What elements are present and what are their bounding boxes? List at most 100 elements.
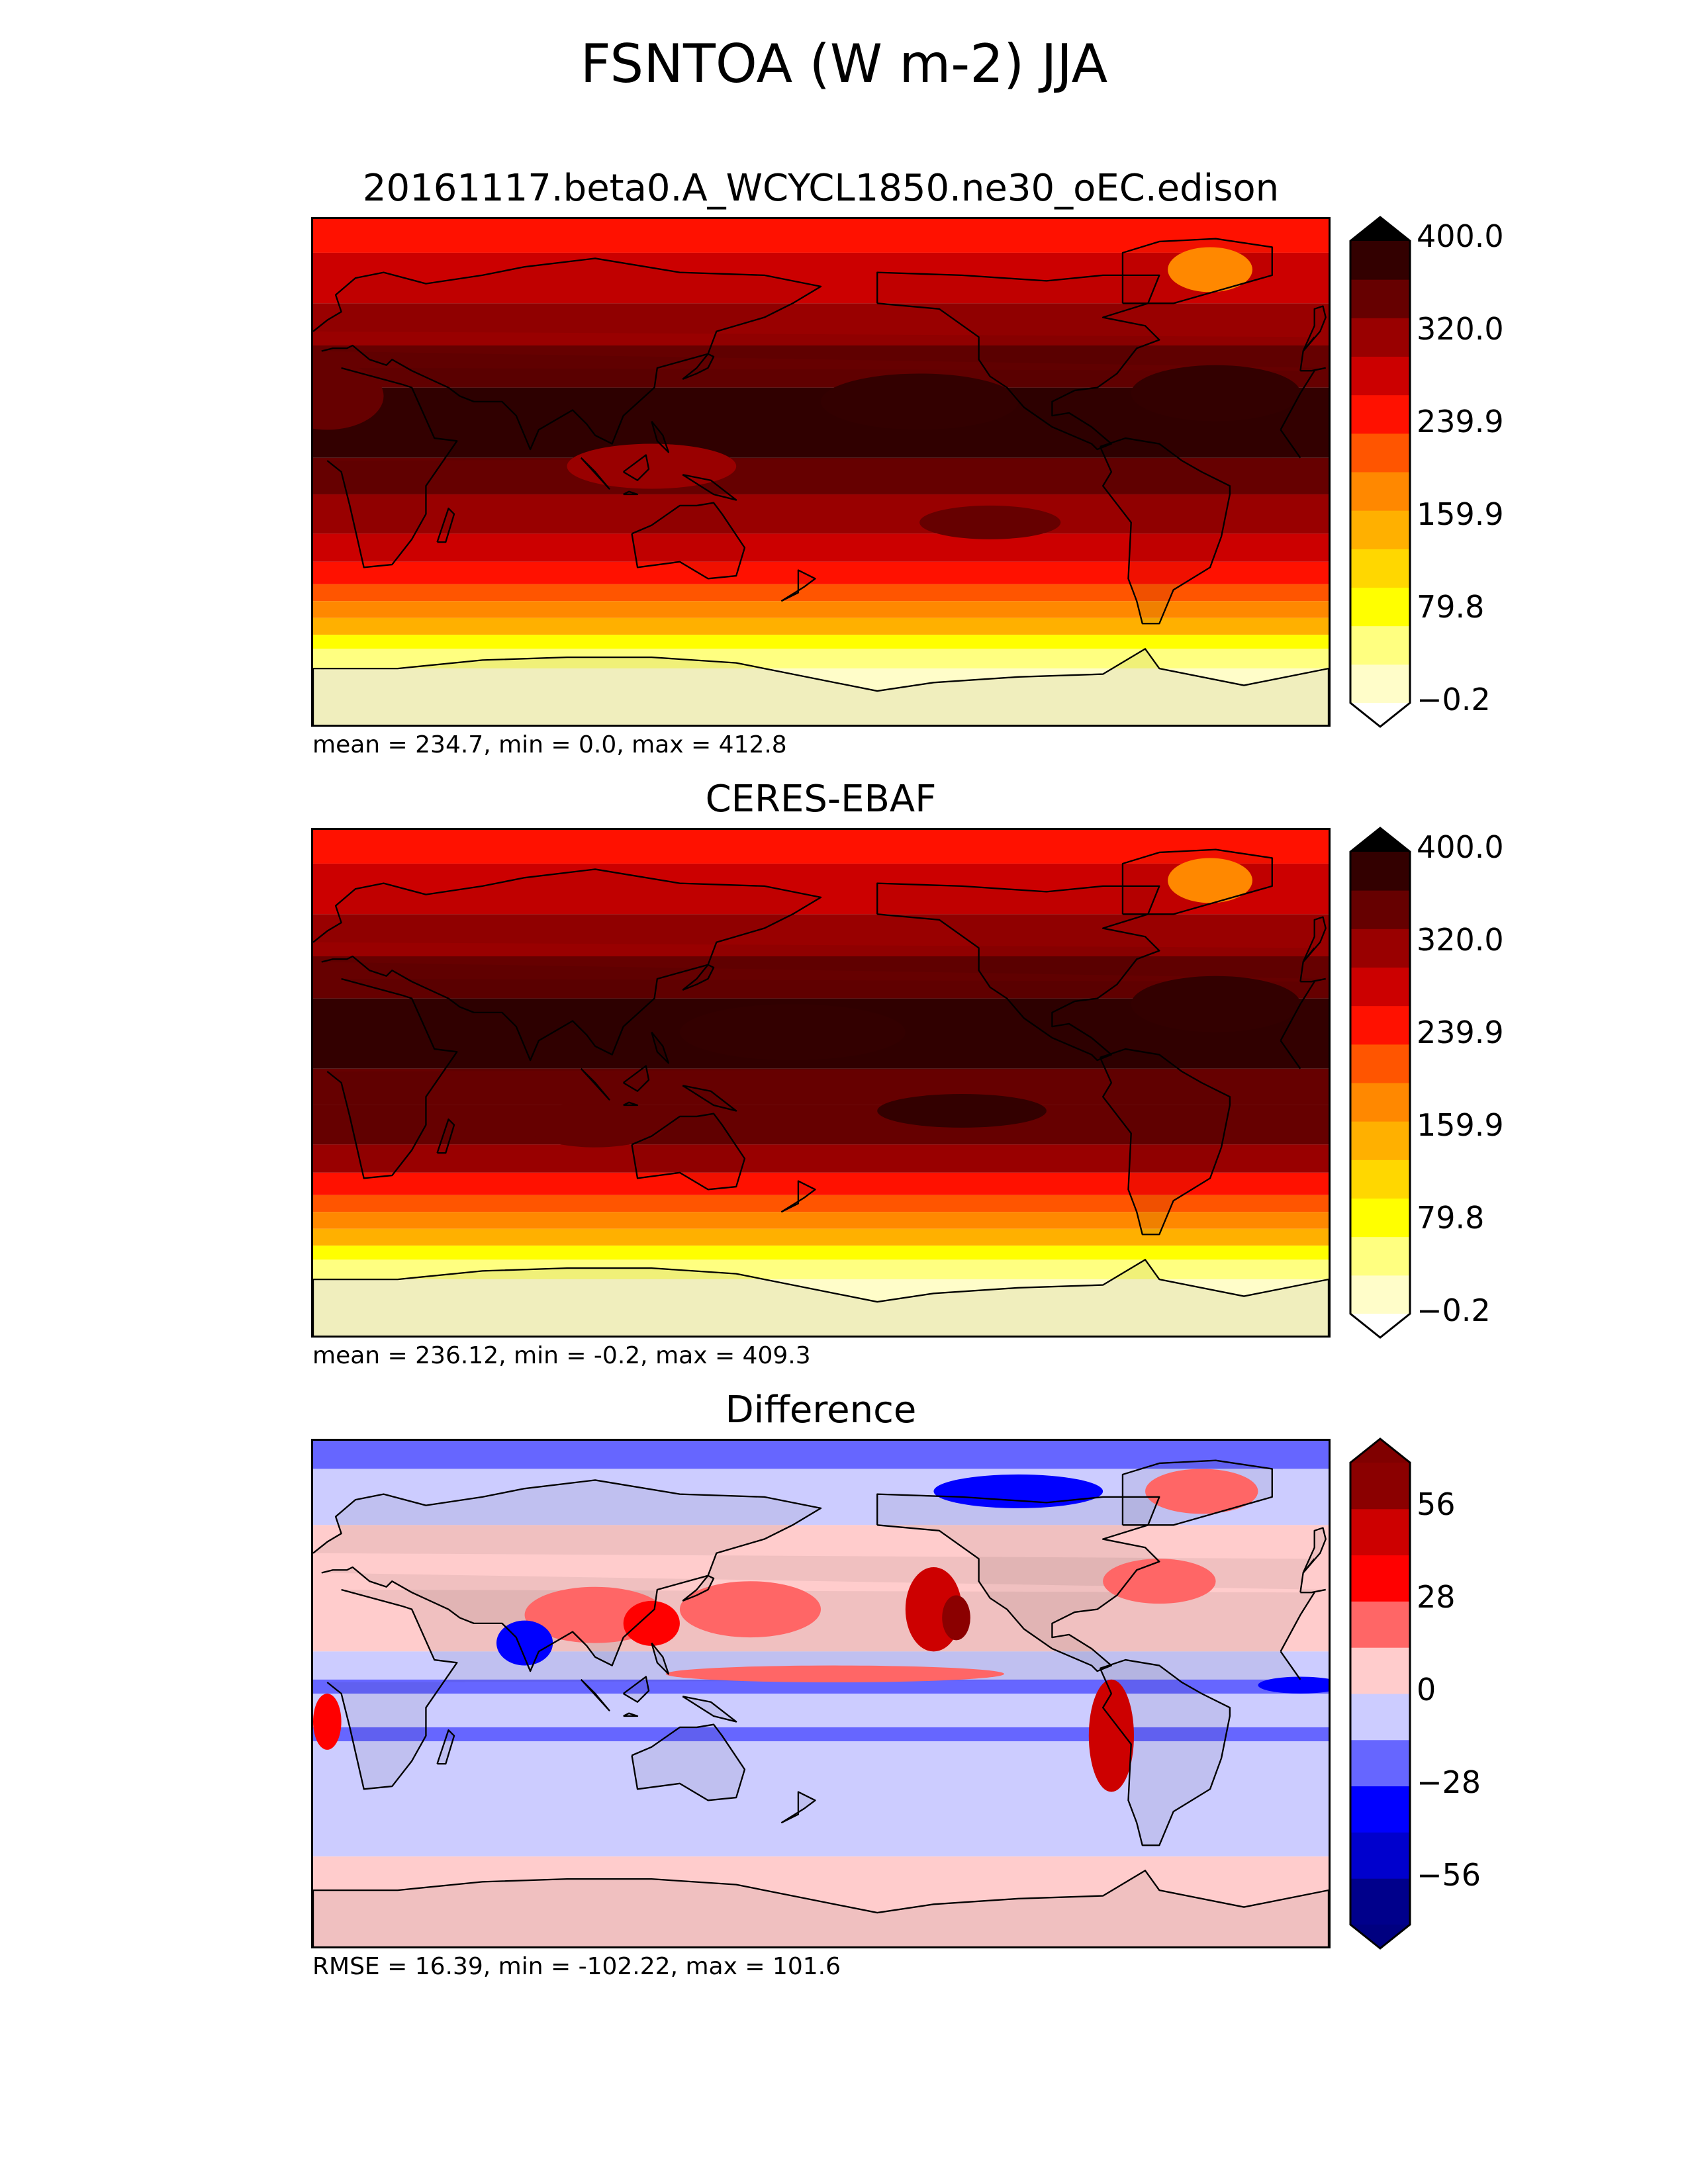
colorbar-swatch [1350,394,1410,434]
colorbar-swatch [1350,1555,1410,1602]
colorbar-swatch [1350,1647,1410,1694]
panel-title-reference: CERES-EBAF [705,778,937,821]
colorbar-outline [1349,216,1411,728]
land-shade [327,978,1315,1179]
field-feature [313,362,384,430]
field-feature [1168,858,1252,903]
field-band [313,1068,1329,1105]
colorbar-tick-label: −56 [1417,1857,1481,1893]
colorbar-swatch [1350,929,1410,968]
colorbar-reference [1349,827,1411,1339]
colorbar-swatch [1350,549,1410,588]
coastline [1300,367,1326,372]
colorbar-swatch [1350,967,1410,1007]
coastline [631,1723,746,1801]
coastline [623,1712,639,1717]
coastline [780,1180,816,1213]
coastline [1302,305,1327,352]
field-band [313,1741,1329,1857]
field-band [313,830,1329,864]
coastline [580,457,610,490]
colorbar-swatch [1350,510,1410,549]
field-band [313,649,1329,669]
colorbar-swatch [1350,1694,1410,1741]
coastline [1280,1040,1301,1069]
colorbar-swatch [1350,1508,1410,1556]
field-feature [567,443,737,489]
colorbar-swatch [1350,433,1410,473]
coastline [1099,1659,1231,1846]
field-feature [1088,1679,1134,1792]
field-feature [1103,1559,1216,1604]
colorbar-swatch [1350,1083,1410,1122]
coastline [1280,429,1301,459]
field-band [313,1279,1329,1336]
coastline [436,1729,455,1765]
colorbar-swatch [1350,1121,1410,1160]
land-shade [682,1085,737,1111]
field-band [313,1679,1329,1694]
land-shade [313,869,1326,1061]
colorbar-tick-label: 400.0 [1417,218,1504,254]
colorbar-tick-label: 79.8 [1417,589,1485,625]
colorbar-outline [1349,827,1411,1339]
colorbar-swatch [1350,890,1410,929]
field-feature [919,505,1061,539]
colorbar-swatch [1350,1878,1410,1925]
colorbar-swatch [1350,1005,1410,1045]
colorbar-swatch [1350,1601,1410,1648]
field-band [313,1727,1329,1742]
coastline [623,1101,639,1107]
coastline [780,1791,816,1824]
colorbar-swatch [1350,1160,1410,1199]
colorbar-swatch [1350,1275,1410,1314]
colorbar-swatch [1350,1786,1410,1833]
field-band [313,617,1329,635]
land-shade [437,1119,455,1154]
land-shade [877,272,1160,450]
field-feature [665,1665,1004,1683]
colorbar-swatch [1350,1463,1410,1510]
field-feature [1145,1469,1258,1514]
coastline [1121,238,1273,304]
colorbar-tick-label: −28 [1417,1764,1481,1800]
map-test [311,217,1331,727]
field-feature [679,1581,821,1638]
field-band [313,1228,1329,1246]
field-feature [679,1004,906,1061]
land-shade [327,367,1315,568]
coastline [631,1113,746,1191]
colorbar-extend-low [1350,1925,1410,1948]
coastline [313,1259,1329,1336]
colorbar-tick-label: 28 [1417,1579,1456,1615]
field-band [313,533,1329,562]
land-shade [437,508,455,543]
coastline [313,257,822,451]
field-feature [942,1595,970,1641]
coastline [623,1065,650,1092]
colorbar-swatch [1350,472,1410,511]
coastline [876,1493,1160,1672]
field-feature [313,1694,342,1750]
colorbar-extend-high [1350,828,1410,852]
panel-title-test: 20161117.beta0.A_WCYCL1850.ne30_oEC.edis… [362,167,1280,210]
field-band [313,1144,1329,1173]
field-band [313,457,1329,494]
coastline [651,1031,670,1064]
land-shade [313,1870,1329,1946]
field-band [313,1212,1329,1229]
colorbar-tick-label: 239.9 [1417,1015,1504,1050]
stats-test: mean = 234.7, min = 0.0, max = 412.8 [312,731,787,758]
colorbar-tick-label: 56 [1417,1486,1456,1522]
colorbar-tick-label: 320.0 [1417,922,1504,958]
coastline [1280,1592,1315,1652]
colorbar-swatch [1350,1739,1410,1787]
colorbar-tick-label: 0 [1417,1672,1436,1707]
coastline [326,1588,458,1790]
colorbar-extend-low [1350,1314,1410,1338]
land-shade [877,1494,1160,1672]
figure-title: FSNTOA (W m-2) JJA [580,33,1108,95]
coastline [1280,981,1315,1041]
coastline [623,454,650,481]
field-band [313,1195,1329,1212]
